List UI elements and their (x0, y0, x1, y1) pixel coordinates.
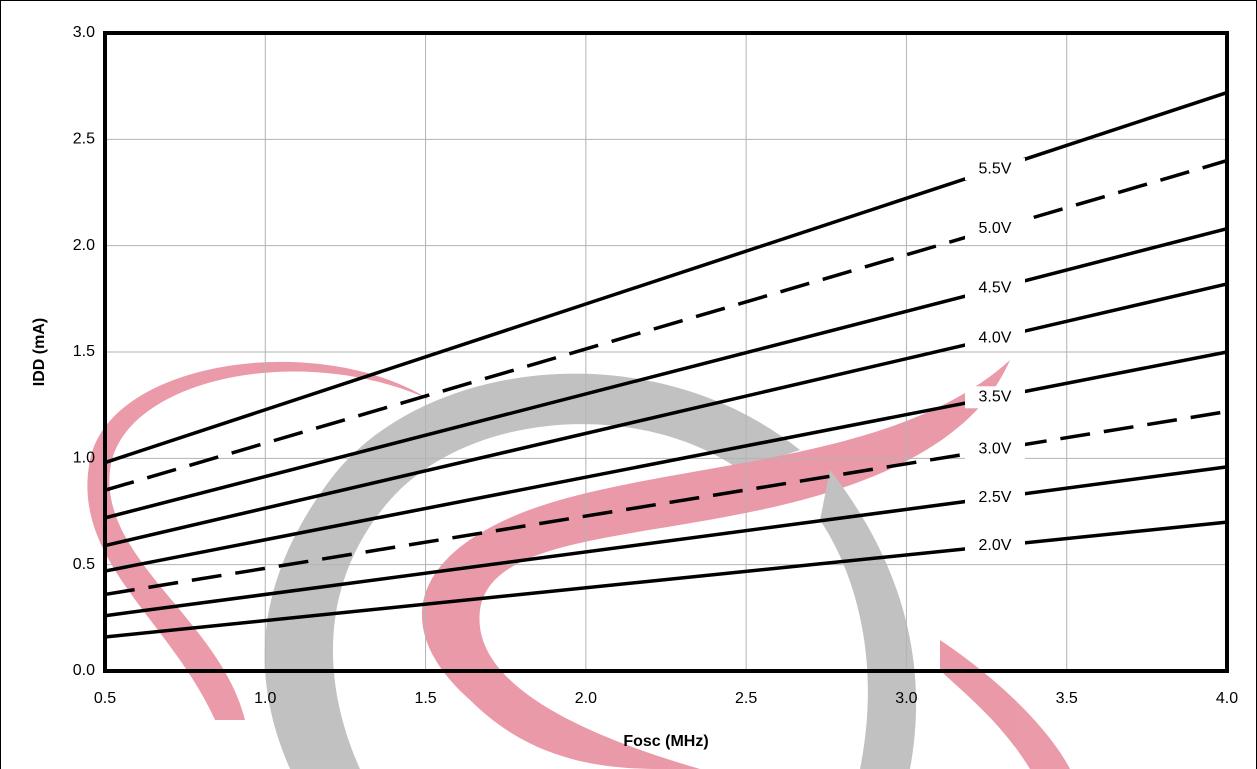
series-line (104, 90, 1228, 465)
label-background (965, 386, 1025, 409)
y-tick-label: 1.5 (73, 343, 95, 360)
x-axis-title: Fosc (MHz) (623, 733, 708, 750)
label-background (965, 534, 1025, 557)
series-label: 2.0V (979, 537, 1012, 554)
label-background (965, 217, 1025, 240)
y-tick-label: 2.5 (73, 131, 95, 148)
label-background (965, 277, 1025, 300)
series-label: 4.5V (979, 280, 1012, 297)
series-line (104, 520, 1228, 639)
series-label: 2.5V (979, 489, 1012, 506)
label-background (965, 158, 1025, 181)
series-line (104, 282, 1228, 548)
series-label: 3.0V (979, 441, 1012, 458)
y-tick-label: 0.0 (73, 662, 95, 679)
series-label: 5.0V (979, 220, 1012, 237)
y-tick-label: 2.0 (73, 237, 95, 254)
x-tick-label: 1.0 (254, 690, 276, 707)
series-label: 3.5V (979, 389, 1012, 406)
series-line (104, 465, 1228, 618)
series-line (104, 350, 1228, 573)
x-tick-label: 3.5 (1056, 690, 1078, 707)
series-line (104, 226, 1228, 520)
x-tick-label: 0.5 (94, 690, 116, 707)
watermark-arc (820, 470, 917, 769)
x-tick-label: 4.0 (1216, 690, 1238, 707)
series-label: 4.0V (979, 329, 1012, 346)
y-tick-label: 0.5 (73, 556, 95, 573)
x-tick-label: 2.0 (575, 690, 597, 707)
y-axis-title: IDD (mA) (31, 318, 48, 386)
series-line (104, 158, 1228, 492)
label-background (965, 486, 1025, 509)
x-tick-label: 2.5 (735, 690, 757, 707)
y-tick-label: 1.0 (73, 450, 95, 467)
watermark-swoosh (421, 360, 1010, 769)
series-label: 5.5V (979, 160, 1012, 177)
label-background (965, 438, 1025, 461)
watermark-arc (264, 373, 800, 769)
x-tick-label: 1.5 (414, 690, 436, 707)
x-tick-label: 3.0 (895, 690, 917, 707)
label-background (965, 327, 1025, 350)
y-tick-label: 3.0 (73, 24, 95, 41)
series-line (104, 409, 1228, 597)
